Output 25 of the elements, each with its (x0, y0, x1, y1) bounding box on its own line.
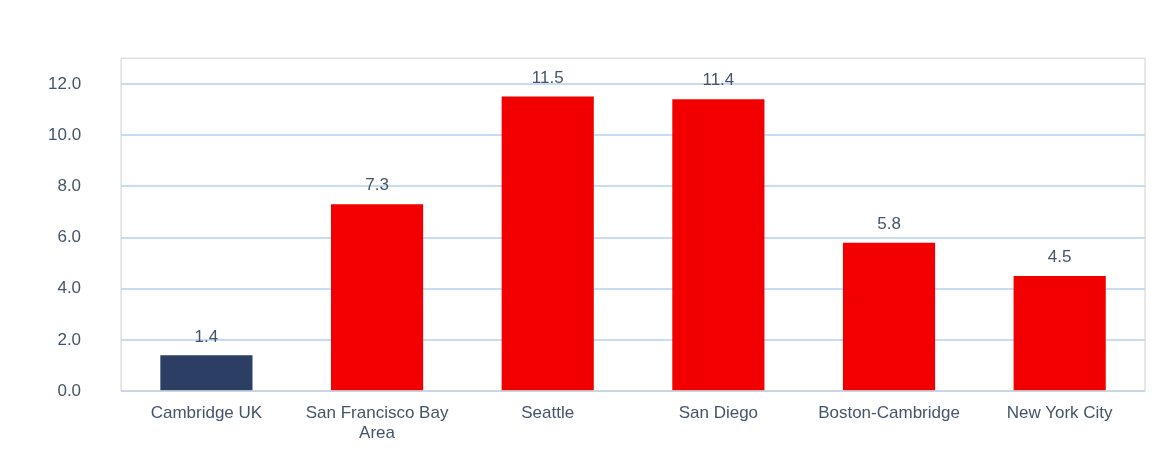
y-tick-label: 8.0 (57, 175, 82, 195)
x-tick-label: San Diego (678, 403, 759, 423)
x-tick-label: San Francisco Bay Area (305, 403, 449, 443)
x-tick-label: Cambridge UK (150, 403, 263, 423)
y-tick-label: 12.0 (47, 73, 82, 93)
y-tick-label: 2.0 (57, 329, 82, 349)
y-tick-label: 6.0 (57, 227, 82, 247)
x-tick-label: New York City (1006, 403, 1114, 423)
bar (672, 99, 765, 391)
bar (501, 96, 594, 391)
y-tick-label: 0.0 (57, 380, 82, 400)
data-label: 1.4 (194, 326, 219, 346)
bar (1013, 275, 1106, 391)
bar (160, 355, 253, 391)
y-tick-label: 4.0 (57, 278, 82, 298)
x-tick-label: Boston-Cambridge (818, 403, 960, 423)
bar (842, 242, 936, 391)
data-label: 11.5 (531, 67, 564, 87)
bar (330, 204, 424, 391)
data-label: 11.4 (702, 70, 735, 90)
data-label: 4.5 (1047, 247, 1072, 267)
y-tick-label: 10.0 (47, 124, 82, 144)
data-label: 7.3 (365, 175, 389, 195)
data-label: 5.8 (877, 213, 901, 233)
x-tick-label: Seattle (521, 403, 575, 423)
